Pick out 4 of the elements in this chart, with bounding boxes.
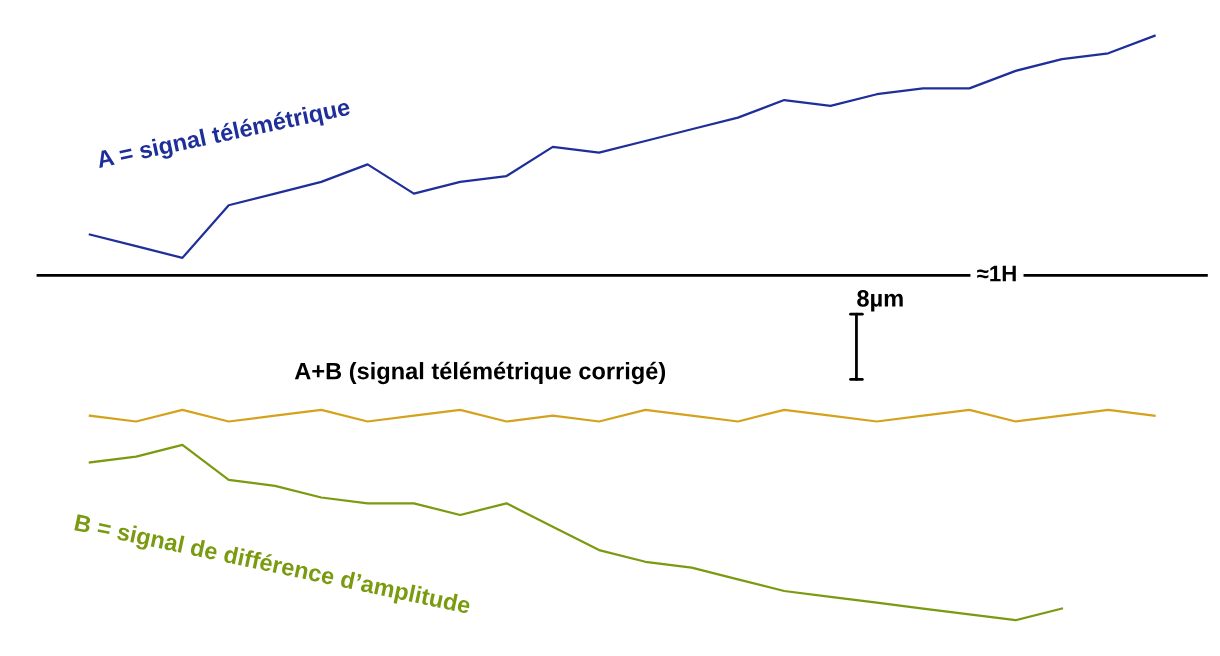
annotation: 8µm <box>857 290 903 312</box>
text: A = signal télémétrique <box>95 97 352 173</box>
annotation: A+B (signal télémétrique corrigé) <box>294 361 666 385</box>
ref-line-label: ≈1H <box>977 265 1016 282</box>
